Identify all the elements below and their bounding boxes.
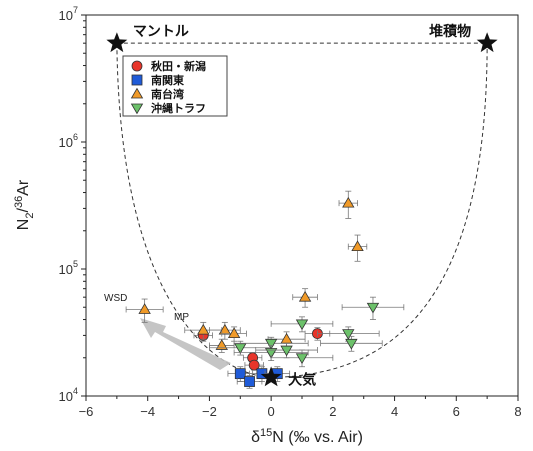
- x-tick-label: 0: [268, 404, 275, 419]
- legend-marker: [130, 87, 144, 99]
- y-axis-label: N2/36Ar: [13, 179, 36, 230]
- x-tick-label: 8: [514, 404, 521, 419]
- x-tick-label: 6: [453, 404, 460, 419]
- data-point: [280, 345, 293, 357]
- annotation-mp: MP: [174, 312, 189, 323]
- y-tick-label: 105: [59, 259, 78, 277]
- data-point: [295, 319, 309, 331]
- data-point: [218, 323, 232, 335]
- data-points: [125, 190, 405, 389]
- data-point: [197, 323, 210, 335]
- endmember-star: [476, 32, 498, 53]
- series-1: [227, 366, 291, 389]
- mixing-curves: [116, 42, 488, 378]
- x-axis-label: δ15N (‰ vs. Air): [251, 427, 363, 446]
- data-point: [264, 348, 278, 359]
- data-point: [366, 302, 380, 314]
- data-point: [248, 359, 260, 371]
- series-0: [193, 327, 331, 371]
- data-point: [234, 368, 246, 380]
- x-tick-label: 4: [391, 404, 398, 419]
- endmember-star: [260, 366, 282, 387]
- data-point: [351, 240, 364, 252]
- series-2: [125, 190, 368, 353]
- annotation-wsd: WSD: [104, 293, 127, 304]
- legend-label: 沖縄トラフ: [151, 101, 206, 115]
- x-tick-label: −2: [202, 404, 217, 419]
- data-point: [342, 196, 355, 208]
- legend-marker: [130, 103, 144, 115]
- data-point: [345, 338, 358, 350]
- data-point: [244, 376, 255, 387]
- data-point: [298, 290, 312, 302]
- data-point: [227, 327, 241, 338]
- legend-label: 南関東: [151, 73, 185, 87]
- endmember-label: 堆積物: [429, 23, 471, 40]
- endmember-star: [106, 32, 128, 53]
- axis-ticks: [81, 14, 519, 401]
- y-tick-label: 107: [59, 5, 78, 23]
- legend-marker: [131, 74, 143, 86]
- data-point: [138, 303, 151, 314]
- legend-marker: [131, 60, 143, 72]
- data-point: [234, 343, 247, 355]
- data-point: [342, 329, 355, 340]
- y-tick-label: 104: [59, 386, 78, 404]
- x-tick-label: −4: [140, 404, 155, 419]
- legend-label: 南台湾: [151, 87, 184, 101]
- data-point: [280, 332, 293, 344]
- x-tick-label: −6: [79, 404, 94, 419]
- x-tick-label: 2: [329, 404, 336, 419]
- trend-arrow: [140, 318, 231, 370]
- data-point: [215, 339, 228, 350]
- data-point: [264, 338, 278, 350]
- endmember-label: マントル: [133, 24, 189, 40]
- legend-label: 秋田・新潟: [151, 59, 206, 73]
- mixing-curve-air-sediment: [271, 43, 488, 378]
- axis-tick-labels: −6 −4 −2 0 2 4 6 8 104 105 106 107: [59, 5, 522, 419]
- y-tick-label: 106: [59, 132, 78, 150]
- mixing-curve-mantle-air: [116, 43, 272, 378]
- series-3: [209, 296, 405, 368]
- endmember-label: 大気: [288, 371, 316, 388]
- data-point: [295, 353, 309, 365]
